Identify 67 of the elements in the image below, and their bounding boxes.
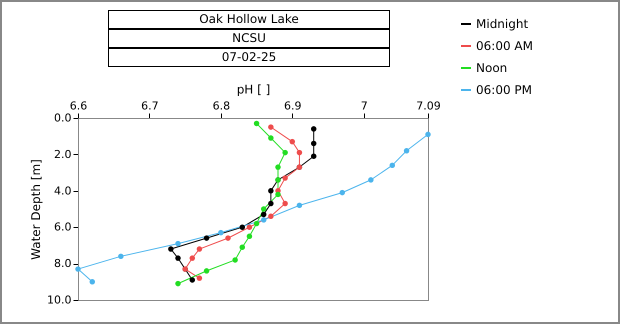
- point: [240, 224, 246, 230]
- point: [268, 214, 274, 220]
- point: [275, 164, 281, 170]
- point: [425, 132, 431, 138]
- legend-label: 06:00 AM: [476, 39, 533, 53]
- point: [290, 138, 296, 144]
- y-tick-label: 0.0: [54, 112, 72, 124]
- y-tick-label: 10.0: [47, 294, 72, 306]
- x-tick-label: 6.7: [141, 100, 159, 112]
- point: [190, 255, 196, 261]
- y-tick-label: 2.0: [54, 148, 72, 161]
- point: [240, 244, 246, 250]
- point: [254, 120, 260, 126]
- point: [232, 257, 238, 263]
- x-axis-title: pH [ ]: [236, 82, 270, 96]
- text: 07-02-25: [220, 49, 278, 66]
- point: [296, 150, 302, 156]
- point: [310, 126, 316, 132]
- point: [175, 255, 181, 261]
- legend-label: Noon: [476, 61, 508, 75]
- point: [168, 246, 174, 252]
- point: [275, 192, 281, 198]
- x-tick-label: 7.09: [416, 100, 441, 112]
- point: [260, 217, 266, 223]
- point: [225, 235, 231, 241]
- point: [340, 190, 346, 196]
- point: [196, 275, 202, 281]
- point: [254, 220, 260, 226]
- point: [282, 150, 288, 156]
- point: [390, 162, 396, 168]
- point: [310, 153, 316, 159]
- point: [404, 148, 410, 154]
- point: [204, 268, 210, 274]
- point: [204, 235, 210, 241]
- point: [175, 280, 181, 286]
- point: [196, 246, 202, 252]
- point: [260, 212, 266, 218]
- chart-subtitle: NCSU: [109, 30, 389, 49]
- chart-title: Oak Hollow Lake: [109, 11, 389, 30]
- legend-label: Midnight: [476, 17, 528, 31]
- point: [310, 140, 316, 146]
- y-axis-title: Water Depth [m]: [29, 159, 44, 260]
- point: [268, 188, 274, 194]
- legend-label: 06:00 PM: [476, 83, 532, 97]
- point: [268, 124, 274, 130]
- point: [190, 277, 196, 283]
- point: [175, 240, 181, 246]
- point: [268, 200, 274, 206]
- point: [218, 230, 224, 236]
- point: [296, 202, 302, 208]
- point: [246, 224, 252, 230]
- point: [282, 175, 288, 181]
- point: [118, 254, 124, 260]
- x-tick-label: 6.9: [284, 100, 302, 112]
- point: [246, 234, 252, 240]
- y-tick-label: 8.0: [54, 257, 72, 270]
- x-tick-label: 6.8: [212, 100, 230, 112]
- x-tick-label: 6.6: [70, 100, 88, 112]
- point: [282, 200, 288, 206]
- x-tick-label: 7: [360, 100, 368, 112]
- point: [368, 177, 374, 183]
- point: [90, 279, 96, 285]
- point: [268, 135, 274, 141]
- y-tick-label: 6.0: [54, 220, 72, 234]
- point: [260, 206, 266, 212]
- y-tick-label: 4.0: [54, 184, 72, 198]
- point: [75, 266, 81, 272]
